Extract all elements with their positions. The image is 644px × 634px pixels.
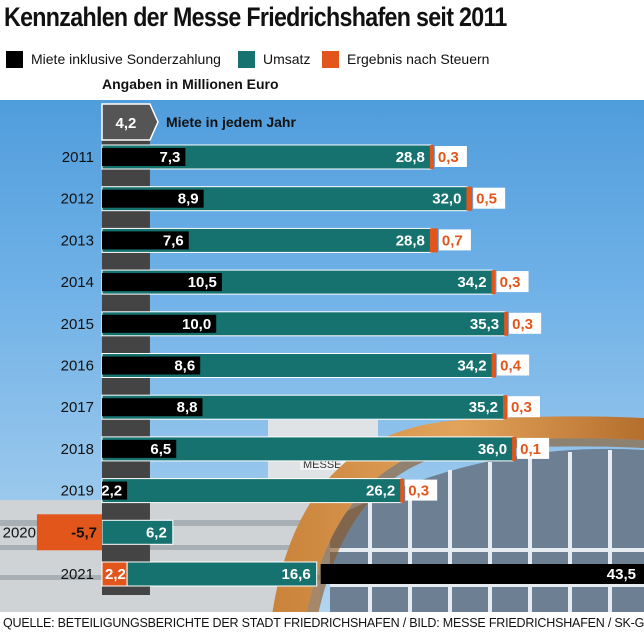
header-background (0, 0, 644, 100)
bar-result-2011 (429, 145, 434, 169)
label-result-2011: 0,3 (438, 149, 459, 166)
label-revenue-2017: 35,2 (469, 399, 498, 416)
year-label-2016: 2016 (61, 358, 94, 375)
bar-result-2015 (504, 311, 509, 336)
bar-result-2014 (491, 270, 496, 295)
label-revenue-2011: 28,8 (396, 149, 425, 166)
bar-result-2019 (400, 478, 405, 503)
bar-result-2017 (502, 395, 507, 420)
bar-rent-2014 (102, 273, 222, 292)
label-revenue-2015: 35,3 (470, 316, 499, 333)
bar-rent-2021 (320, 564, 644, 584)
label-result-2011-bg (434, 146, 467, 167)
label-result-2019: 0,3 (408, 483, 429, 500)
label-result-2017: 0,3 (511, 399, 532, 416)
label-rent-2017: 8,8 (177, 399, 198, 416)
bar-result-2018 (512, 436, 517, 461)
bar-rent-2016 (102, 356, 201, 375)
year-label-2014: 2014 (61, 274, 94, 291)
legend-label-revenue: Umsatz (263, 51, 311, 67)
bar-rent-2019 (102, 481, 128, 500)
chart-title: Kennzahlen der Messe Friedrichshafen sei… (4, 2, 507, 32)
label-result-2017-bg (507, 396, 540, 418)
year-label-2021: 2021 (61, 566, 94, 583)
label-rent-2013: 7,6 (163, 232, 184, 249)
bar-result-2016 (491, 353, 497, 378)
rent-note-label: Miete in jedem Jahr (166, 114, 296, 130)
label-result-2018-bg (517, 437, 550, 459)
label-result-2014: 0,3 (500, 274, 521, 291)
label-revenue-2014: 34,2 (457, 274, 486, 291)
facade-frame (330, 450, 644, 615)
messe-sign: MESSE (303, 459, 342, 471)
label-rent-2016: 8,6 (174, 358, 195, 375)
year-label-2017: 2017 (61, 399, 94, 416)
label-rent-2021: 43,5 (607, 566, 636, 583)
bar-rent-2018 (102, 439, 177, 458)
bar-revenue-2019 (101, 478, 402, 504)
label-revenue-2019: 26,2 (366, 483, 395, 500)
bar-rent-2015 (102, 314, 217, 333)
label-result-2012: 0,5 (476, 191, 497, 208)
rent-marker-tab (101, 103, 159, 141)
legend-item-result: Ergebnis nach Steuern (322, 48, 489, 70)
label-rent-2012: 8,9 (178, 191, 199, 208)
source-line: QUELLE: BETEILIGUNGSBERICHTE DER STADT F… (0, 612, 644, 634)
bar-rent-2013 (102, 231, 189, 250)
label-revenue-2013: 28,8 (396, 232, 425, 249)
year-label-2020: 2020 (3, 524, 36, 541)
label-rent-2018: 6,5 (150, 441, 171, 458)
bar-rent-2011 (102, 148, 186, 166)
year-label-2012: 2012 (61, 191, 94, 208)
bar-result-2020 (36, 514, 102, 551)
legend-swatch-rent (6, 50, 23, 68)
label-result-2014-bg (496, 271, 529, 293)
label-revenue-2021: 16,6 (281, 566, 310, 583)
label-revenue-2020: 6,2 (146, 524, 167, 541)
label-result-2015-bg (509, 312, 542, 334)
unit-note: Angaben in Millionen Euro (102, 76, 279, 92)
year-label-2015: 2015 (61, 316, 94, 333)
label-result-2013: 0,7 (442, 232, 463, 249)
label-revenue-2018: 36,0 (478, 441, 507, 458)
label-result-2016: 0,4 (500, 358, 522, 375)
wooden-arch (272, 416, 644, 615)
bar-revenue-2021 (126, 561, 318, 587)
bar-result-2021 (101, 561, 128, 587)
bar-rent-2012 (102, 189, 204, 208)
label-result-2013-bg (438, 229, 471, 251)
legend-label-result: Ergebnis nach Steuern (347, 51, 490, 67)
label-result-2016-bg (497, 354, 530, 376)
label-rent-2011: 7,3 (160, 149, 181, 166)
label-rent-2015: 10,0 (182, 316, 211, 333)
bar-rent-2017 (102, 398, 203, 417)
bar-series (36, 144, 644, 587)
year-axis: 2011 2012 2013 2014 2015 2016 2017 2018 2019 2020… (3, 149, 94, 583)
label-rent-2019: 2,2 (101, 483, 122, 500)
year-label-2019: 2019 (61, 483, 94, 500)
legend-item-rent: Miete inklusive Sonderzahlung (6, 48, 221, 70)
label-result-2018: 0,1 (520, 441, 541, 458)
label-result-2020: -5,7 (71, 524, 97, 541)
rent-marker-value: 4,2 (116, 115, 137, 132)
year-label-2013: 2013 (61, 232, 94, 249)
year-label-2018: 2018 (61, 441, 94, 458)
legend-swatch-result (322, 50, 339, 68)
legend-label-rent: Miete inklusive Sonderzahlung (31, 51, 221, 67)
label-result-2019-bg (405, 479, 438, 501)
label-revenue-2012: 32,0 (432, 191, 461, 208)
bar-result-2012 (466, 186, 473, 211)
bar-result-2013 (429, 228, 438, 253)
label-rent-2014: 10,5 (188, 274, 217, 291)
label-result-2015: 0,3 (512, 316, 533, 333)
legend-swatch-revenue (238, 50, 255, 68)
label-result-2012-bg (473, 187, 506, 209)
label-result-2021: 2,2 (105, 566, 126, 583)
value-labels: 28,8 0,3 7,3 32,0 0,5 8,9 28,8 0,7 7,6 34,2 0,3 10,… (71, 146, 636, 583)
label-revenue-2016: 34,2 (457, 358, 486, 375)
year-label-2011: 2011 (62, 149, 94, 166)
legend-item-revenue: Umsatz (238, 48, 310, 70)
